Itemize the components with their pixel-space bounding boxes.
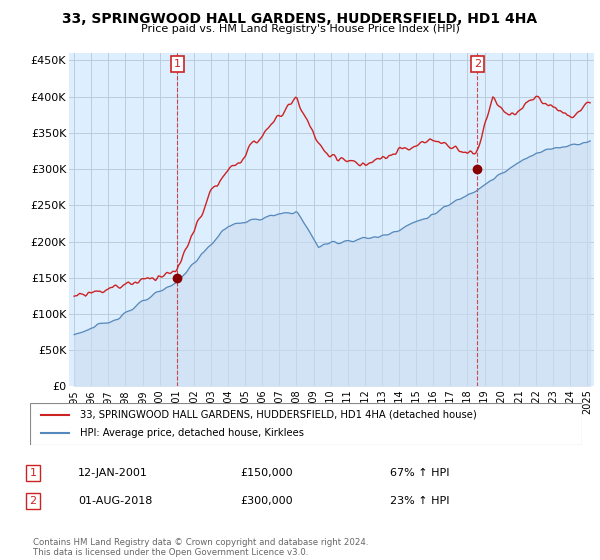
Text: Contains HM Land Registry data © Crown copyright and database right 2024.
This d: Contains HM Land Registry data © Crown c… xyxy=(33,538,368,557)
Text: 01-AUG-2018: 01-AUG-2018 xyxy=(78,496,152,506)
Text: £300,000: £300,000 xyxy=(240,496,293,506)
FancyBboxPatch shape xyxy=(30,403,582,445)
Text: 2: 2 xyxy=(29,496,37,506)
Text: 67% ↑ HPI: 67% ↑ HPI xyxy=(390,468,449,478)
Text: £150,000: £150,000 xyxy=(240,468,293,478)
Text: 33, SPRINGWOOD HALL GARDENS, HUDDERSFIELD, HD1 4HA: 33, SPRINGWOOD HALL GARDENS, HUDDERSFIEL… xyxy=(62,12,538,26)
Text: 1: 1 xyxy=(29,468,37,478)
Text: Price paid vs. HM Land Registry's House Price Index (HPI): Price paid vs. HM Land Registry's House … xyxy=(140,24,460,34)
Text: 12-JAN-2001: 12-JAN-2001 xyxy=(78,468,148,478)
Text: 2: 2 xyxy=(474,59,481,69)
Text: 23% ↑ HPI: 23% ↑ HPI xyxy=(390,496,449,506)
Text: HPI: Average price, detached house, Kirklees: HPI: Average price, detached house, Kirk… xyxy=(80,428,304,438)
Text: 1: 1 xyxy=(174,59,181,69)
Text: 33, SPRINGWOOD HALL GARDENS, HUDDERSFIELD, HD1 4HA (detached house): 33, SPRINGWOOD HALL GARDENS, HUDDERSFIEL… xyxy=(80,410,476,420)
